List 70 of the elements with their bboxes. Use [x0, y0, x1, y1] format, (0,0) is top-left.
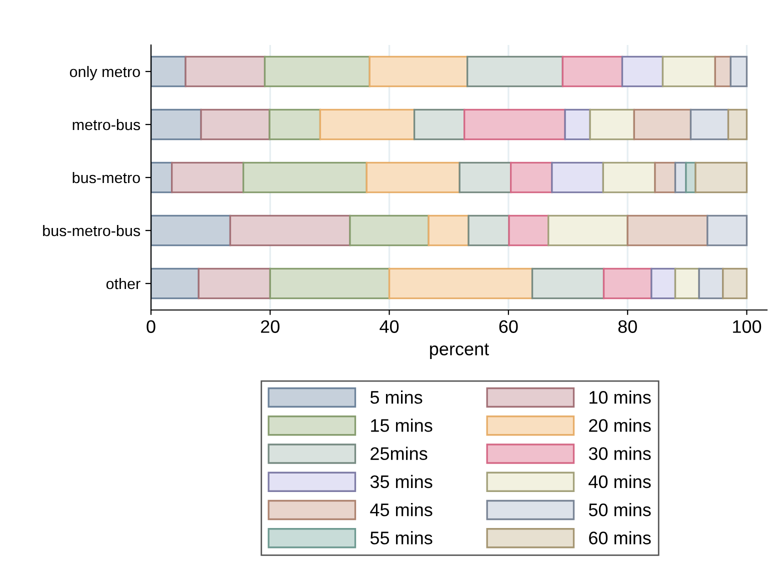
bar: [268, 108, 322, 140]
bar: [349, 214, 430, 246]
bar: [633, 108, 692, 140]
bar: [428, 214, 470, 246]
bar: [198, 268, 271, 300]
legend-label: 20 mins: [589, 418, 651, 432]
bar: [510, 162, 553, 194]
bar: [562, 56, 624, 88]
legend-label: 25mins: [370, 446, 428, 460]
bar: [531, 268, 605, 300]
legend-label: 35 mins: [370, 474, 432, 488]
bar: [368, 56, 468, 88]
legend-label: 15 mins: [371, 418, 432, 432]
bar: [366, 162, 460, 194]
bar: [269, 268, 390, 300]
bar: [589, 108, 635, 140]
bar: [551, 162, 604, 194]
bar: [722, 268, 748, 300]
x-tick-label: 60: [499, 320, 518, 333]
y-tick-label: bus-metro-bus: [43, 224, 140, 236]
x-tick-label: 100: [733, 320, 762, 333]
legend-label: 5 mins: [370, 390, 422, 404]
x-tick-label: 0: [146, 320, 156, 333]
legend-label: 55 mins: [370, 531, 432, 544]
bar: [388, 268, 534, 300]
bar: [464, 108, 566, 140]
bar: [694, 162, 748, 194]
bar: [458, 162, 512, 194]
y-tick-label: other: [106, 278, 140, 290]
bar: [264, 56, 370, 88]
legend-label: 60 mins: [589, 531, 651, 544]
bar: [151, 56, 186, 88]
x-tick-label: 20: [261, 320, 280, 333]
bar: [242, 162, 368, 194]
bar: [662, 56, 716, 88]
bar: [674, 268, 700, 300]
x-axis-title: percent: [430, 344, 489, 359]
bar: [151, 214, 232, 246]
legend-label: 10 mins: [590, 390, 651, 404]
bar: [151, 108, 202, 140]
legend-label: 50 mins: [588, 503, 651, 516]
bar: [319, 108, 416, 140]
y-tick-label: only metro: [70, 66, 140, 80]
x-tick-label: 80: [618, 320, 637, 333]
y-tick-label: metro-bus: [72, 118, 140, 130]
bar: [698, 268, 724, 300]
bar: [171, 162, 244, 194]
bar: [151, 268, 200, 300]
bar: [229, 214, 351, 246]
bar: [602, 268, 652, 300]
bar: [690, 108, 730, 140]
bar: [466, 56, 564, 88]
bar: [184, 56, 266, 88]
bar: [548, 214, 628, 246]
bar: [714, 56, 732, 88]
bar: [654, 162, 676, 194]
legend-label: 30 mins: [588, 446, 651, 460]
bar: [413, 108, 466, 140]
bar: [200, 108, 270, 140]
bar: [564, 108, 591, 140]
legend-label: 45 mins: [370, 503, 432, 516]
legend-label: 40 mins: [588, 474, 651, 488]
bar: [650, 268, 676, 300]
bar: [468, 214, 510, 246]
y-tick-label: bus-metro: [72, 172, 140, 184]
bar: [508, 214, 550, 246]
x-tick-label: 40: [380, 320, 399, 333]
bar: [626, 214, 708, 246]
bar: [602, 162, 656, 194]
bar: [727, 108, 748, 140]
